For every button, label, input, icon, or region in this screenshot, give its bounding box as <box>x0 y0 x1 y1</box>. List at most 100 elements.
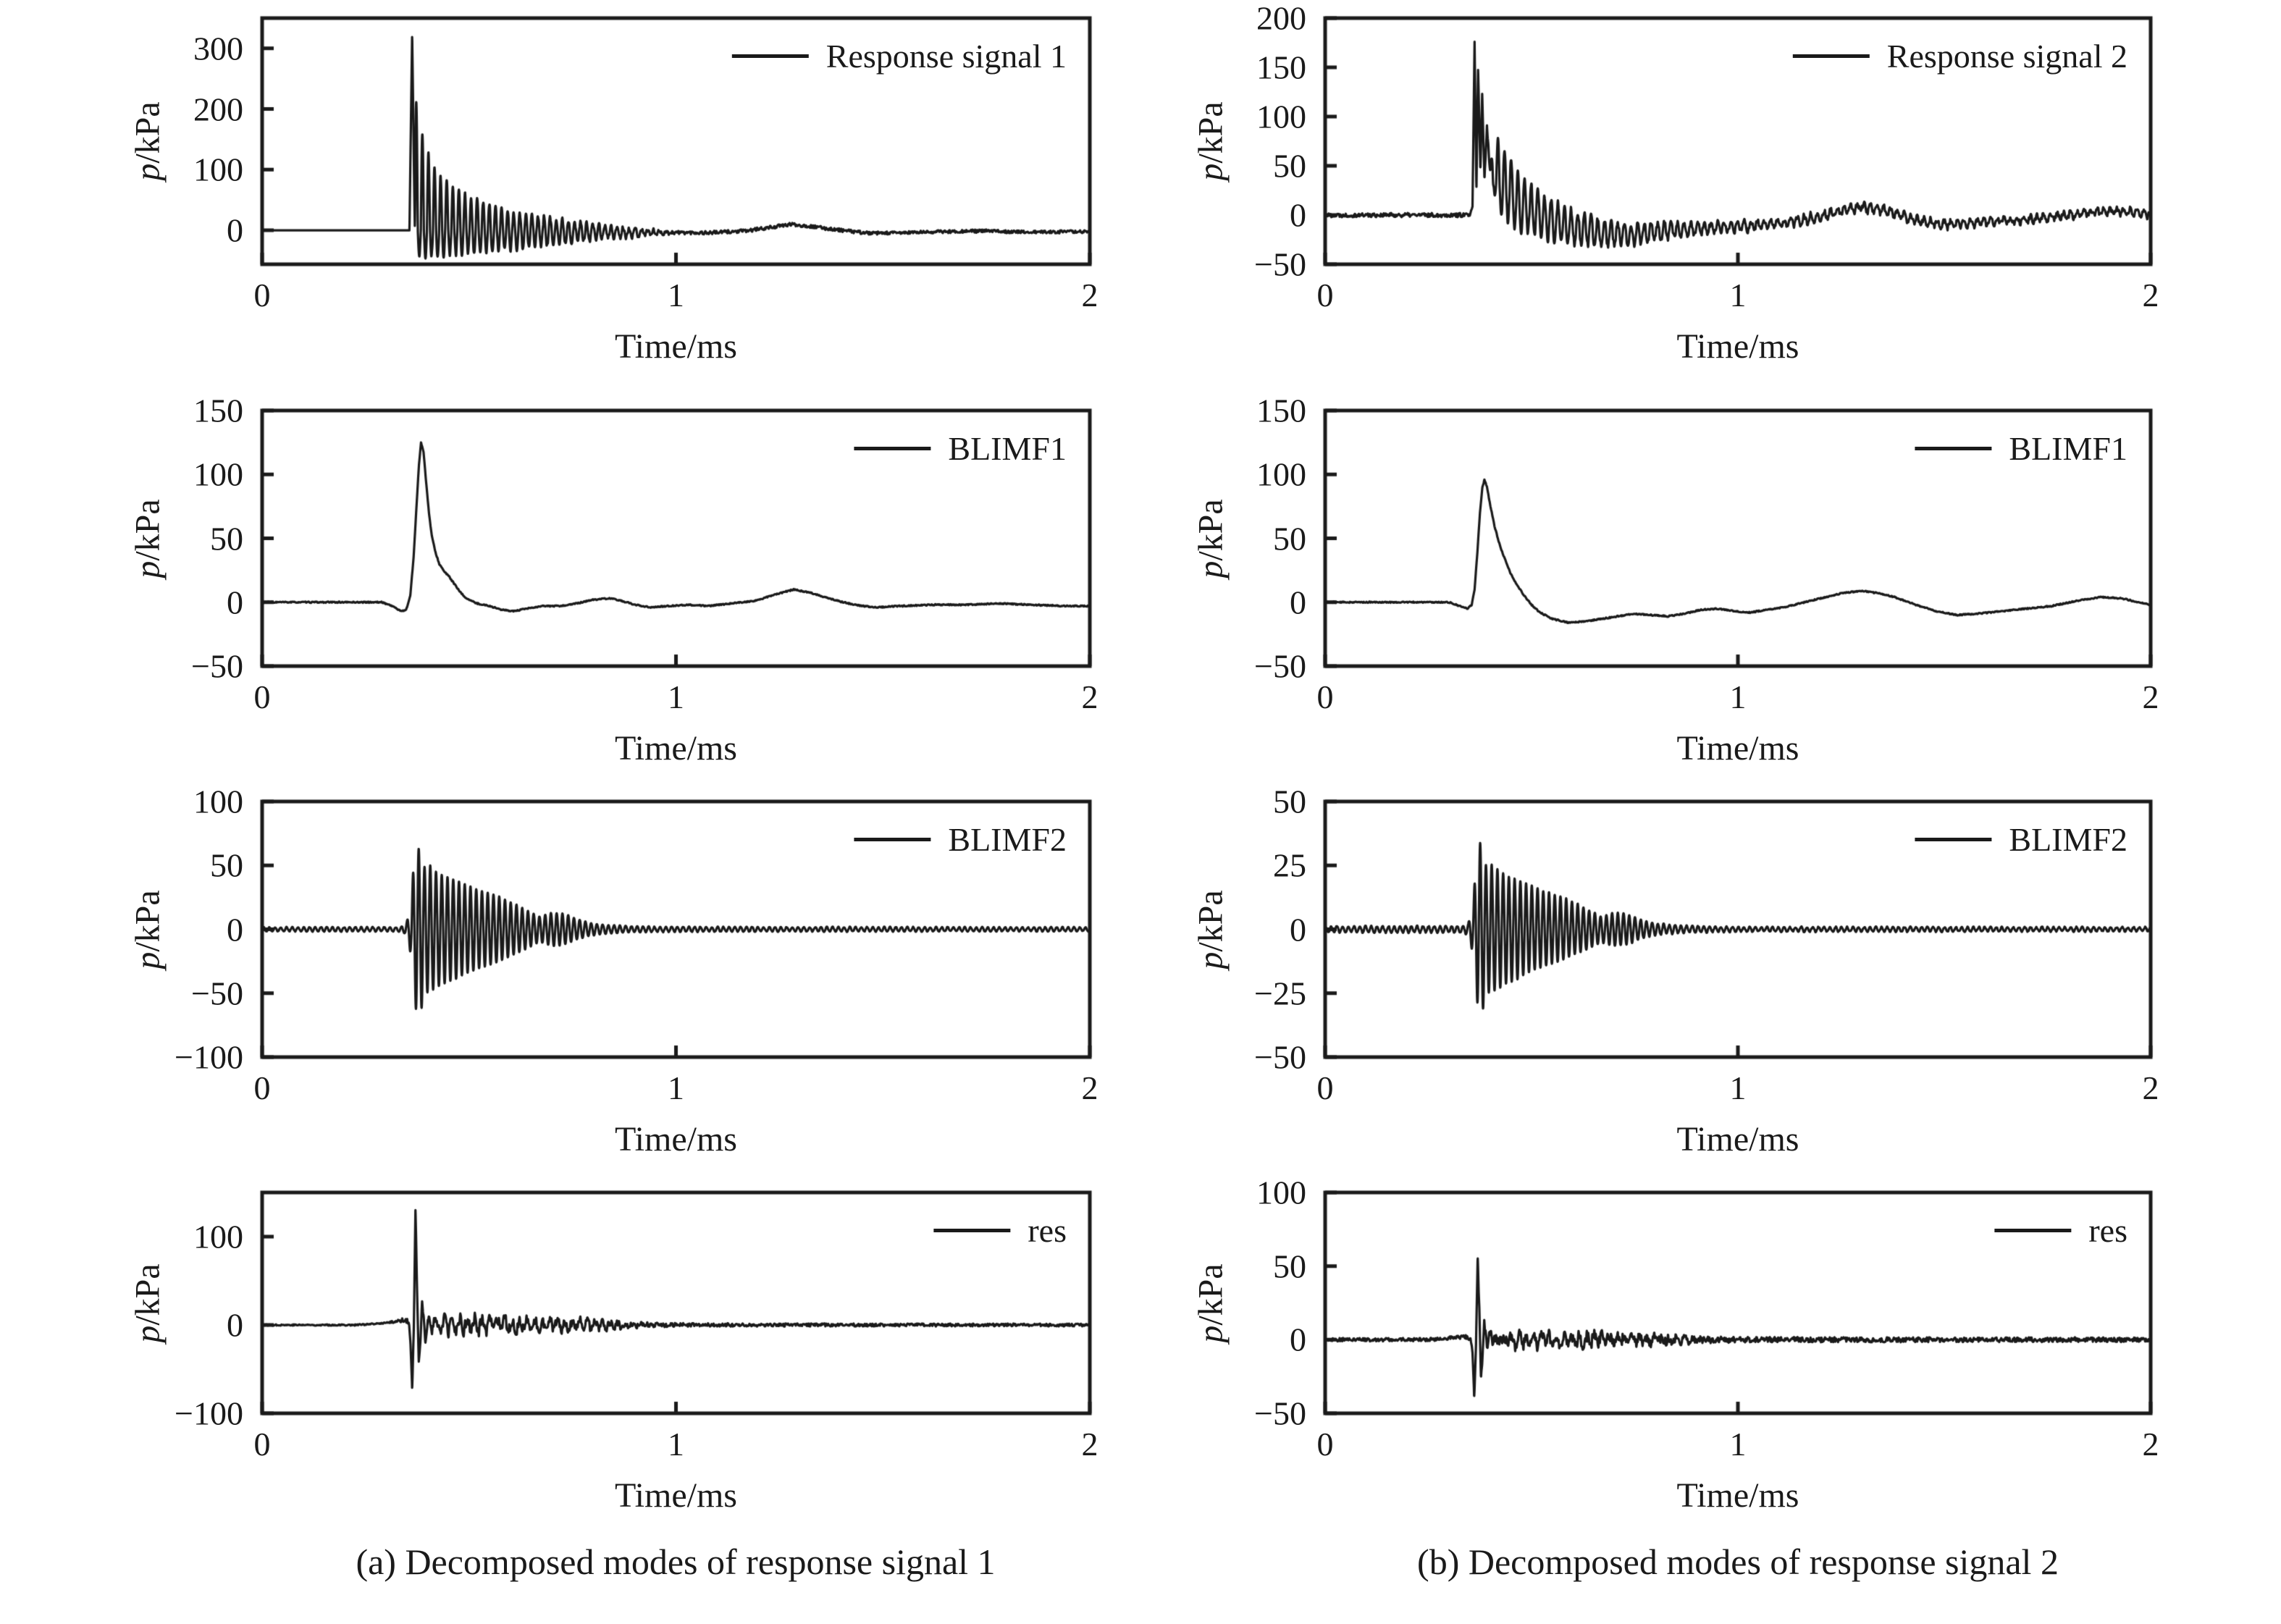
y-tick-label: 50 <box>210 520 243 557</box>
y-axis-label: p/kPa <box>128 499 168 578</box>
legend-label: BLIMF1 <box>948 430 1067 467</box>
y-axis-label-unit: /kPa <box>128 1263 167 1326</box>
x-axis-label: Time/ms <box>1676 327 1799 366</box>
y-axis-label-symbol: p <box>1191 951 1230 969</box>
y-tick-label: 150 <box>193 392 243 429</box>
legend-label: Response signal 2 <box>1886 38 2127 75</box>
legend-line-sample <box>1994 1229 2072 1232</box>
x-tick-label: 0 <box>1316 1069 1334 1106</box>
x-axis-label: Time/ms <box>1676 1476 1799 1515</box>
x-tick-label: 1 <box>1729 1069 1747 1106</box>
y-tick-label: 100 <box>193 783 243 820</box>
y-axis-label: p/kPa <box>128 890 168 969</box>
y-axis-label: p/kPa <box>1191 499 1231 578</box>
x-axis-label: Time/ms <box>615 1120 737 1158</box>
y-tick-label: 0 <box>227 911 243 948</box>
y-tick-label: 0 <box>1290 584 1306 621</box>
legend-line-sample <box>933 1229 1011 1232</box>
x-tick-label: 0 <box>253 277 271 314</box>
x-axis-label: Time/ms <box>615 729 737 767</box>
y-axis-label-unit: /kPa <box>1191 498 1230 561</box>
x-tick-label: 2 <box>2142 1069 2159 1106</box>
x-tick-label: 1 <box>668 1069 684 1106</box>
x-tick-label: 0 <box>1316 678 1334 715</box>
legend: Response signal 2 <box>1792 37 2127 75</box>
y-tick-label: −50 <box>1254 647 1306 685</box>
caption-panel-a: (a) Decomposed modes of response signal … <box>356 1541 996 1582</box>
y-tick-label: 25 <box>1273 846 1306 884</box>
x-tick-label: 0 <box>253 1426 271 1463</box>
y-axis-label-symbol: p <box>1191 560 1230 579</box>
legend-label: BLIMF2 <box>948 821 1067 858</box>
y-tick-label: 50 <box>1273 783 1306 820</box>
y-axis-label: p/kPa <box>1191 1263 1231 1342</box>
y-axis-label-unit: /kPa <box>128 889 167 952</box>
y-tick-label: 0 <box>1290 196 1306 234</box>
y-tick-label: 100 <box>193 455 243 493</box>
y-axis-label: p/kPa <box>128 1263 168 1342</box>
y-axis-label-unit: /kPa <box>128 101 167 164</box>
y-tick-label: −100 <box>175 1038 243 1076</box>
y-tick-label: 100 <box>1256 98 1306 135</box>
x-tick-label: 2 <box>2142 277 2159 314</box>
x-tick-label: 1 <box>1729 1426 1747 1463</box>
y-axis-label-symbol: p <box>128 163 167 181</box>
y-axis-label: p/kPa <box>1191 890 1231 969</box>
x-tick-label: 2 <box>2142 678 2159 715</box>
y-tick-label: 100 <box>1256 1174 1306 1211</box>
legend: Response signal 1 <box>731 37 1067 75</box>
y-tick-label: 300 <box>193 30 243 67</box>
legend: BLIMF2 <box>854 820 1067 859</box>
legend-line-sample <box>1915 838 1992 841</box>
y-tick-label: −50 <box>1254 1394 1306 1432</box>
y-axis-label-symbol: p <box>128 560 167 579</box>
x-tick-label: 2 <box>1081 1426 1099 1463</box>
legend-label: Response signal 1 <box>826 38 1067 75</box>
y-tick-label: −50 <box>191 647 243 685</box>
legend-line-sample <box>1915 447 1992 450</box>
y-tick-label: −50 <box>191 975 243 1012</box>
legend-line-sample <box>1792 54 1870 58</box>
y-tick-label: 100 <box>193 1218 243 1255</box>
x-tick-label: 0 <box>1316 1426 1334 1463</box>
x-tick-label: 2 <box>1081 678 1099 715</box>
x-tick-label: 1 <box>1729 678 1747 715</box>
x-tick-label: 0 <box>253 1069 271 1106</box>
y-axis-label-unit: /kPa <box>1191 889 1230 952</box>
x-axis-label: Time/ms <box>1676 1120 1799 1158</box>
x-axis-label: Time/ms <box>615 327 737 366</box>
legend: res <box>933 1211 1067 1250</box>
x-tick-label: 2 <box>1081 277 1099 314</box>
x-tick-label: 1 <box>668 1426 684 1463</box>
legend-label: BLIMF1 <box>2009 430 2127 467</box>
y-tick-label: 100 <box>1256 455 1306 493</box>
y-tick-label: 50 <box>1273 520 1306 557</box>
legend-label: BLIMF2 <box>2009 821 2127 858</box>
y-tick-label: 0 <box>227 211 243 249</box>
x-axis-label: Time/ms <box>615 1476 737 1515</box>
y-tick-label: 0 <box>227 584 243 621</box>
y-tick-label: 50 <box>210 846 243 884</box>
x-tick-label: 2 <box>2142 1426 2159 1463</box>
y-tick-label: 150 <box>1256 392 1306 429</box>
y-tick-label: 150 <box>1256 49 1306 86</box>
y-tick-label: −50 <box>1254 245 1306 283</box>
caption-panel-b: (b) Decomposed modes of response signal … <box>1417 1541 2059 1582</box>
y-axis-label-symbol: p <box>1191 163 1230 181</box>
legend-line-sample <box>854 838 931 841</box>
x-tick-label: 1 <box>668 277 684 314</box>
y-axis-label-symbol: p <box>128 951 167 969</box>
y-tick-label: 100 <box>193 151 243 188</box>
y-tick-label: 200 <box>193 91 243 128</box>
x-tick-label: 1 <box>1729 277 1747 314</box>
legend-label: res <box>2088 1212 2127 1249</box>
y-tick-label: 50 <box>1273 1248 1306 1285</box>
x-tick-label: 2 <box>1081 1069 1099 1106</box>
y-axis-label: p/kPa <box>128 101 168 180</box>
y-axis-label: p/kPa <box>1191 101 1231 180</box>
y-axis-label-unit: /kPa <box>1191 1263 1230 1326</box>
legend: BLIMF1 <box>854 429 1067 468</box>
legend-label: res <box>1028 1212 1067 1249</box>
y-tick-label: 0 <box>1290 1321 1306 1358</box>
legend-line-sample <box>854 447 931 450</box>
